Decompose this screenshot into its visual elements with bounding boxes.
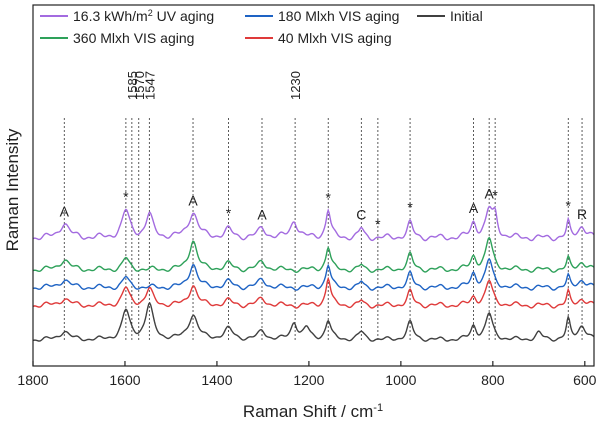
marker-label-wavenumber: 1547 [142, 71, 157, 100]
marker-label: * [226, 205, 232, 221]
marker-label: A [484, 185, 494, 201]
marker-label: * [375, 216, 381, 232]
x-tick-label: 800 [481, 372, 505, 388]
x-tick-label: 1400 [201, 372, 232, 388]
marker-label: A [257, 207, 267, 223]
x-axis-label-sup: -1 [373, 402, 383, 414]
marker-label-wavenumber: 1230 [288, 71, 303, 100]
legend-label-uv-sup: 2 [148, 8, 153, 18]
marker-label: * [492, 187, 498, 203]
legend-label-180: 180 Mlxh VIS aging [278, 8, 399, 24]
x-axis-label-main: Raman Shift / cm [243, 402, 373, 421]
marker-lines [63, 118, 583, 342]
series-initial [32, 302, 595, 342]
legend-label-40: 40 Mlxh VIS aging [278, 30, 392, 46]
legend-label-initial: Initial [450, 8, 483, 24]
legend: 16.3 kWh/m2 UV aging 180 Mlxh VIS aging … [40, 8, 483, 46]
marker-label: R [577, 206, 587, 222]
series-uv [32, 205, 595, 242]
y-axis-label: Raman Intensity [3, 128, 22, 251]
legend-label-360: 360 Mlxh VIS aging [73, 30, 194, 46]
legend-label-uv: 16.3 kWh/m2 UV aging [73, 8, 214, 24]
marker-label: * [407, 199, 413, 215]
marker-label-wavenumber: 1570 [132, 71, 147, 100]
x-tick-label: 1800 [17, 372, 48, 388]
marker-label-wavenumber: 1585 [125, 71, 140, 100]
x-tick-label: 1600 [109, 372, 140, 388]
marker-label: A [60, 204, 70, 220]
series-red [32, 276, 595, 309]
x-tick-label: 1000 [385, 372, 416, 388]
marker-label: * [566, 198, 572, 214]
legend-label-uv-main: 16.3 kWh/m [73, 8, 148, 24]
series-blue [32, 257, 595, 291]
x-tick-label: 600 [573, 372, 597, 388]
marker-label: * [325, 189, 331, 205]
x-axis-label: Raman Shift / cm-1 [243, 402, 383, 421]
marker-label: A [188, 193, 198, 209]
marker-label: * [123, 188, 129, 204]
marker-label: A [469, 200, 479, 216]
x-axis-ticks: 1800 1600 1400 1200 1000 800 600 [17, 361, 597, 388]
spectra-series [32, 205, 595, 342]
marker-label: C [356, 206, 366, 222]
x-tick-label: 1200 [293, 372, 324, 388]
legend-label-uv-rest: UV aging [153, 8, 214, 24]
plot-frame [32, 4, 595, 367]
series-green [32, 236, 595, 274]
